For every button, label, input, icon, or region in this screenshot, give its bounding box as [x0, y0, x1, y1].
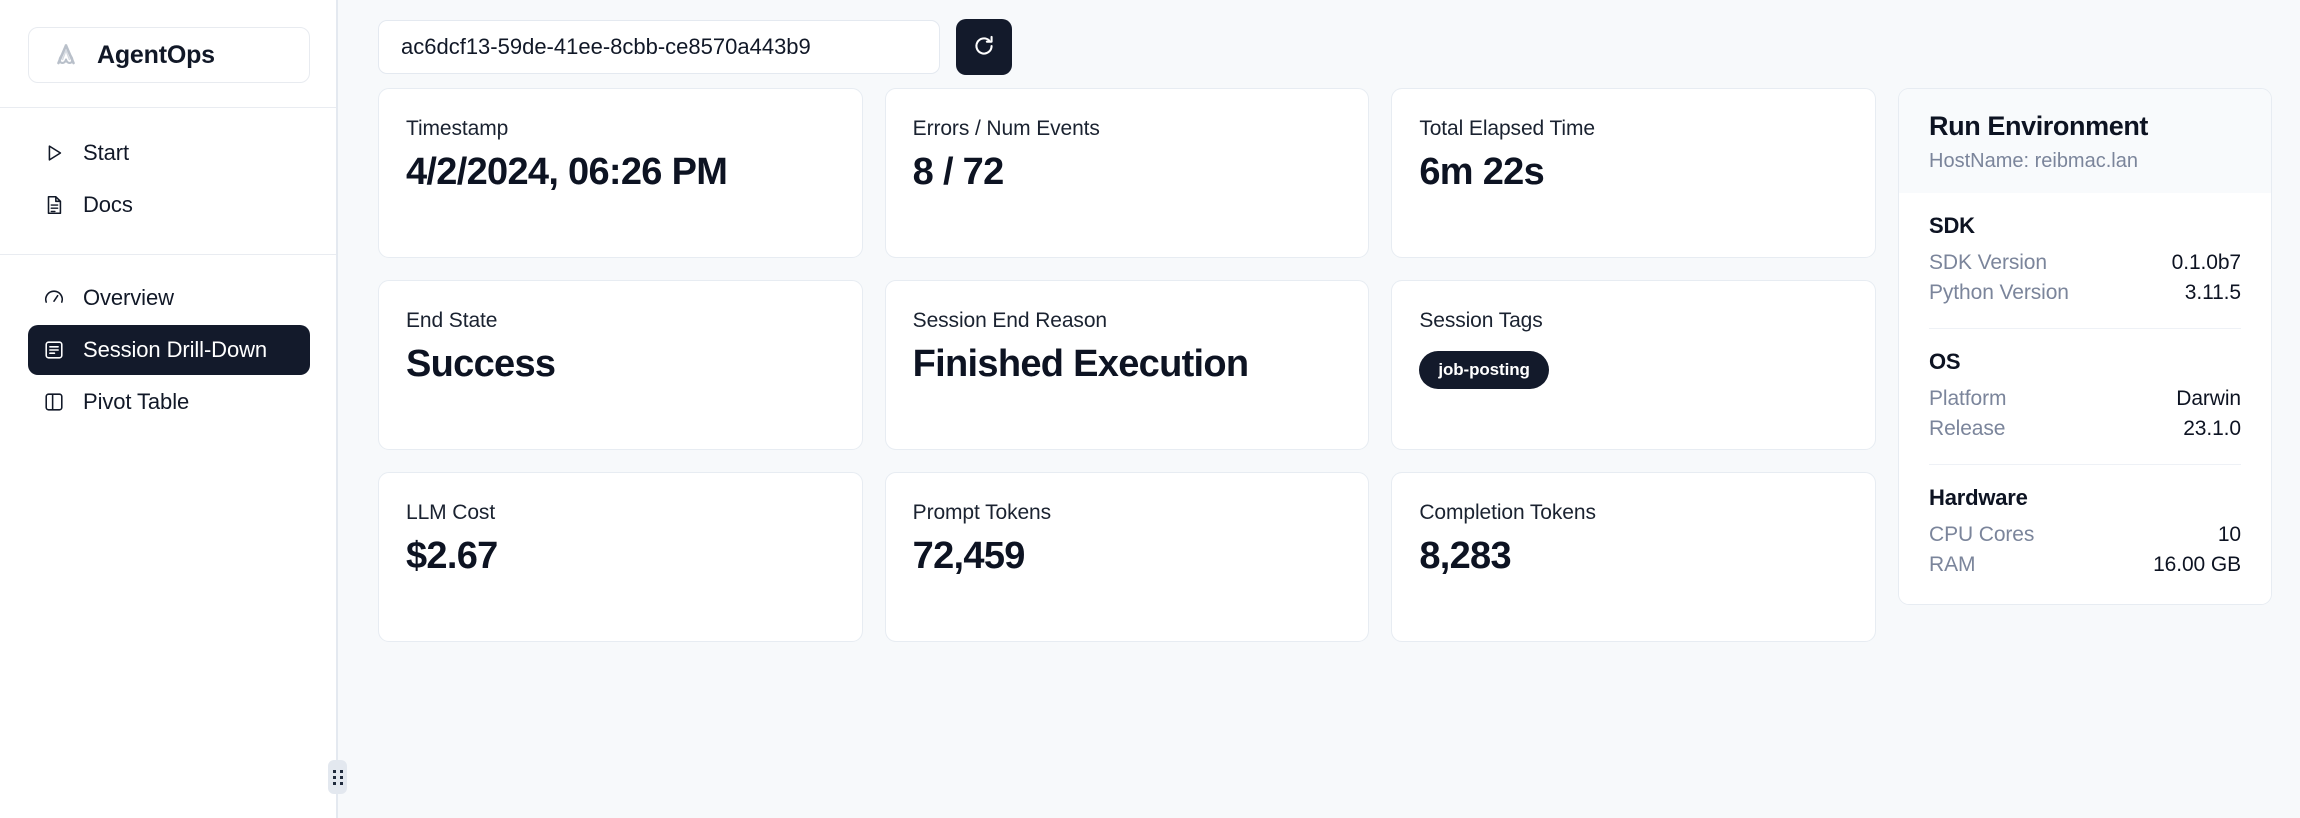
card-timestamp: Timestamp 4/2/2024, 06:26 PM [378, 88, 863, 258]
env-section-title: OS [1929, 348, 1961, 374]
panel-title: Run Environment [1929, 111, 2149, 141]
sidebar-resize-handle[interactable] [328, 760, 347, 794]
env-row: Python Version 3.11.5 [1929, 278, 2241, 308]
sidebar-item-overview[interactable]: Overview [28, 273, 310, 323]
card-errors-num-events: Errors / Num Events 8 / 72 [884, 88, 1370, 258]
run-environment-header: Run Environment HostName: reibmac.lan [1899, 89, 2271, 193]
env-value: 16.00 GB [2153, 552, 2241, 576]
sidebar-divider-middle [0, 254, 338, 255]
main-content: Timestamp 4/2/2024, 06:26 PM Errors / Nu… [338, 0, 2300, 818]
card-prompt-tokens: Prompt Tokens 72,459 [884, 472, 1370, 642]
play-icon [42, 141, 66, 165]
agentops-logo-icon [51, 40, 81, 70]
card-completion-tokens: Completion Tokens 8,283 [1391, 472, 1876, 642]
sidebar-edge [336, 0, 338, 818]
card-value: $2.67 [406, 535, 498, 577]
env-value: Darwin [2176, 386, 2241, 410]
env-row: Platform Darwin [1929, 384, 2241, 414]
env-section-title: SDK [1929, 213, 1975, 238]
env-value: 3.11.5 [2184, 280, 2241, 304]
hostname-text: HostName: reibmac.lan [1929, 150, 2138, 172]
env-key: SDK Version [1929, 251, 2047, 274]
status-badge[interactable]: job-posting [1419, 351, 1549, 389]
sidebar-item-pivot-table[interactable]: Pivot Table [28, 377, 310, 427]
card-llm-cost: LLM Cost $2.67 [378, 472, 863, 642]
card-label: Session End Reason [912, 309, 1107, 332]
env-section-os: OS Platform Darwin Release 23.1.0 [1929, 327, 2241, 444]
env-key: CPU Cores [1929, 522, 2035, 546]
document-icon [42, 193, 66, 217]
gauge-icon [42, 286, 66, 310]
refresh-icon [971, 33, 997, 62]
env-key: Python Version [1929, 280, 2069, 304]
sidebar-item-start[interactable]: Start [28, 128, 310, 178]
run-environment-panel: Run Environment HostName: reibmac.lan SD… [1898, 88, 2272, 605]
card-value: 8,283 [1419, 535, 1511, 577]
env-row: CPU Cores 10 [1929, 520, 2241, 550]
card-value: 6m 22s [1419, 151, 1545, 193]
card-label: Timestamp [406, 117, 509, 140]
session-id-input[interactable] [378, 20, 940, 74]
env-key: RAM [1929, 552, 1976, 576]
card-label: Completion Tokens [1419, 501, 1596, 524]
card-session-end-reason: Session End Reason Finished Execution [884, 280, 1370, 450]
brand-button[interactable]: AgentOps [28, 27, 310, 83]
env-key: Release [1929, 416, 2006, 440]
env-section-hardware: Hardware CPU Cores 10 RAM 16.00 GB [1929, 463, 2241, 580]
env-row: RAM 16.00 GB [1929, 550, 2241, 580]
nav-group-secondary: Overview Session Drill-Down [28, 255, 310, 427]
env-row: Release 23.1.0 [1929, 414, 2241, 444]
metric-card-grid: Timestamp 4/2/2024, 06:26 PM Errors / Nu… [378, 88, 1876, 642]
card-label: Prompt Tokens [912, 501, 1052, 524]
sidebar-divider-top [0, 107, 338, 108]
env-row: SDK Version 0.1.0b7 [1929, 248, 2241, 278]
sidebar-item-label: Overview [83, 285, 174, 310]
sidebar-item-label: Docs [83, 192, 133, 217]
env-section-title: Hardware [1929, 484, 2028, 510]
refresh-button[interactable] [956, 19, 1012, 75]
brand-name: AgentOps [97, 40, 215, 69]
list-box-icon [42, 338, 66, 362]
env-value: 23.1.0 [2183, 416, 2241, 440]
content-area: Timestamp 4/2/2024, 06:26 PM Errors / Nu… [378, 88, 2272, 642]
sidebar: AgentOps Start [0, 0, 347, 818]
card-value: Finished Execution [912, 343, 1249, 385]
nav-group-primary: Start Docs [28, 108, 310, 230]
sidebar-item-session-drill-down[interactable]: Session Drill-Down [28, 325, 310, 375]
card-label: LLM Cost [406, 501, 496, 524]
card-session-tags: Session Tags job-posting [1391, 280, 1876, 450]
card-end-state: End State Success [378, 280, 863, 450]
card-total-elapsed-time: Total Elapsed Time 6m 22s [1391, 88, 1876, 258]
card-label: End State [406, 309, 498, 332]
env-value: 10 [2217, 522, 2241, 546]
card-value: 4/2/2024, 06:26 PM [406, 151, 728, 193]
sidebar-item-label: Start [83, 140, 129, 165]
run-environment-body: SDK SDK Version 0.1.0b7 Python Version 3… [1899, 193, 2271, 604]
card-value: 72,459 [912, 535, 1026, 577]
card-value: Success [406, 343, 556, 385]
grip-dots-icon [332, 769, 343, 785]
sidebar-item-docs[interactable]: Docs [28, 180, 310, 230]
card-label: Total Elapsed Time [1419, 117, 1595, 140]
sidebar-item-label: Pivot Table [83, 389, 190, 414]
card-label: Session Tags [1419, 309, 1543, 332]
env-section-sdk: SDK SDK Version 0.1.0b7 Python Version 3… [1929, 193, 2241, 308]
env-value: 0.1.0b7 [2171, 251, 2241, 274]
env-key: Platform [1929, 386, 2007, 410]
sidebar-item-label: Session Drill-Down [83, 337, 268, 362]
toolbar [378, 0, 2272, 88]
card-value: 8 / 72 [912, 151, 1005, 193]
card-label: Errors / Num Events [912, 117, 1100, 140]
columns-icon [42, 390, 66, 414]
